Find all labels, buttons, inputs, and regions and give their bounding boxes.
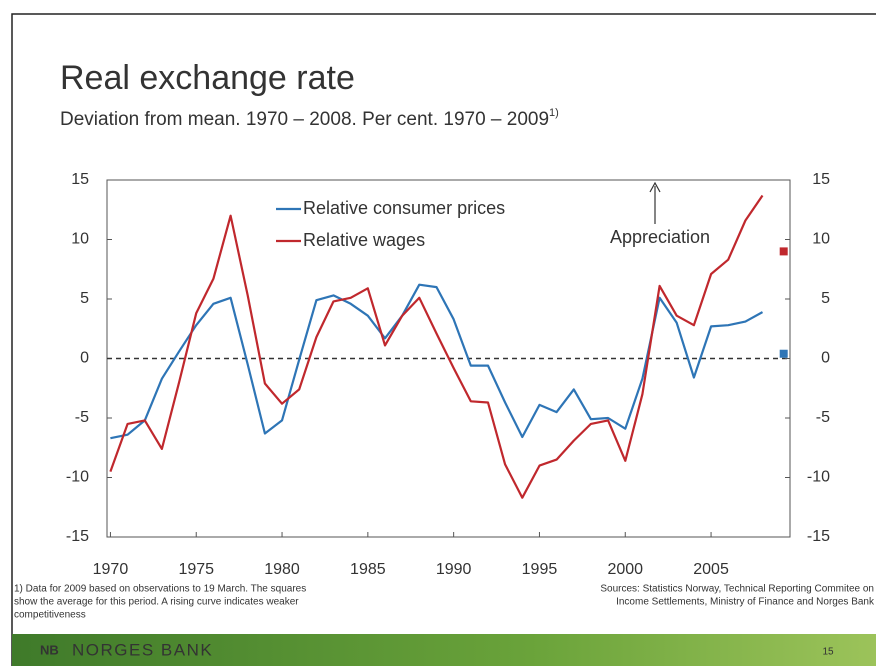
annotation-arrowhead bbox=[649, 181, 661, 193]
annotation: Appreciation bbox=[610, 227, 710, 247]
footer-logo: NB bbox=[40, 642, 59, 657]
y-tick-label: 15 bbox=[71, 171, 89, 188]
x-tick-label: 1995 bbox=[522, 561, 558, 578]
x-tick-label: 1970 bbox=[93, 561, 129, 578]
y2-tick-label: -15 bbox=[807, 528, 830, 545]
period-average-square bbox=[779, 247, 788, 256]
subtitle-text: Deviation from mean. 1970 – 2008. Per ce… bbox=[60, 109, 549, 130]
x-tick-label: 1980 bbox=[264, 561, 300, 578]
y2-tick-label: 10 bbox=[812, 231, 830, 248]
chart-title: Real exchange rate bbox=[60, 59, 355, 97]
y-tick-label: -10 bbox=[66, 469, 89, 486]
footer-bar bbox=[12, 634, 876, 666]
sources: Income Settlements, Ministry of Finance … bbox=[616, 597, 875, 608]
y2-tick-label: 0 bbox=[821, 350, 830, 367]
x-tick-label: 1990 bbox=[436, 561, 472, 578]
y-tick-label: 5 bbox=[80, 290, 89, 307]
y2-tick-label: 15 bbox=[812, 171, 830, 188]
series-line bbox=[109, 194, 764, 499]
y-tick-label: 10 bbox=[71, 231, 89, 248]
x-tick-label: 2000 bbox=[607, 561, 643, 578]
subtitle-note: 1) bbox=[549, 107, 559, 119]
footnote: show the average for this period. A risi… bbox=[14, 597, 299, 608]
period-average-square bbox=[779, 349, 788, 358]
y-tick-label: 0 bbox=[80, 350, 89, 367]
x-tick-label: 1975 bbox=[178, 561, 214, 578]
chart: -15 -10 -5 0 5 10 15 -15 -10 -5 0 5 10 15 1970 1975 1980… bbox=[66, 171, 830, 578]
footnote: 1) Data for 2009 based on observations t… bbox=[14, 584, 306, 595]
chart-subtitle: Deviation from mean. 1970 – 2008. Per ce… bbox=[60, 107, 559, 130]
y2-tick-label: -10 bbox=[807, 469, 830, 486]
legend-label: Relative consumer prices bbox=[303, 198, 505, 218]
y-tick-label: -15 bbox=[66, 528, 89, 545]
footer-bank: NORGES BANK bbox=[72, 640, 213, 659]
sources: Sources: Statistics Norway, Technical Re… bbox=[600, 584, 874, 595]
footnote: competitiveness bbox=[14, 610, 86, 621]
x-tick-label: 2005 bbox=[693, 561, 729, 578]
y2-tick-label: 5 bbox=[821, 290, 830, 307]
slide-border bbox=[11, 13, 876, 666]
legend-label: Relative wages bbox=[303, 230, 425, 250]
page-number: 15 bbox=[822, 647, 834, 658]
x-tick-label: 1985 bbox=[350, 561, 386, 578]
y-tick-label: -5 bbox=[75, 409, 89, 426]
y2-tick-label: -5 bbox=[816, 409, 830, 426]
